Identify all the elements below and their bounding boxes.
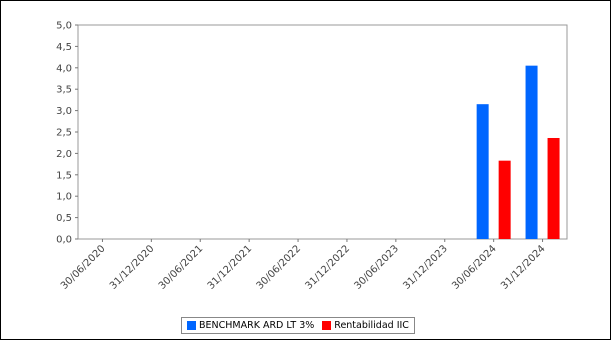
bar-benchmark bbox=[476, 104, 489, 240]
legend-label-rentabilidad: Rentabilidad IIC bbox=[334, 320, 409, 331]
x-tick-label: 31/12/2022 bbox=[304, 243, 353, 292]
plot-area bbox=[77, 24, 568, 240]
y-tick-label: 2,0 bbox=[56, 149, 72, 160]
x-tick-label: 31/12/2024 bbox=[499, 243, 548, 292]
x-tick-label: 30/06/2023 bbox=[352, 243, 401, 292]
x-tick-label: 30/06/2021 bbox=[157, 243, 206, 292]
y-tick-label: 4,0 bbox=[56, 63, 72, 74]
x-tick-label: 31/12/2020 bbox=[108, 243, 157, 292]
bar-rentabilidad bbox=[547, 137, 560, 239]
y-tick-label: 1,5 bbox=[56, 170, 72, 181]
y-tick-label: 3,0 bbox=[56, 106, 72, 117]
y-tick-label: 5,0 bbox=[56, 21, 72, 32]
y-tick-label: 0,0 bbox=[56, 235, 72, 246]
y-tick-label: 1,0 bbox=[56, 192, 72, 203]
x-tick-label: 30/06/2022 bbox=[255, 243, 304, 292]
legend-label-benchmark: BENCHMARK ARD LT 3% bbox=[199, 320, 315, 331]
y-tick-label: 4,5 bbox=[56, 42, 72, 53]
bar-rentabilidad bbox=[498, 160, 511, 239]
legend-swatch-benchmark bbox=[187, 321, 196, 330]
legend: BENCHMARK ARD LT 3% Rentabilidad IIC bbox=[181, 317, 415, 334]
y-tick-label: 2,5 bbox=[56, 128, 72, 139]
x-tick-label: 30/06/2024 bbox=[450, 243, 499, 292]
x-tick-label: 31/12/2021 bbox=[206, 243, 255, 292]
bar-benchmark bbox=[525, 65, 538, 239]
legend-swatch-rentabilidad bbox=[322, 321, 332, 330]
legend-item-benchmark: BENCHMARK ARD LT 3% bbox=[187, 320, 314, 331]
y-tick-label: 3,5 bbox=[56, 85, 72, 96]
x-tick-label: 31/12/2023 bbox=[401, 243, 450, 292]
legend-item-rentabilidad: Rentabilidad IIC bbox=[322, 320, 409, 331]
x-tick-label: 30/06/2020 bbox=[59, 243, 108, 292]
y-tick-label: 0,5 bbox=[56, 213, 72, 224]
